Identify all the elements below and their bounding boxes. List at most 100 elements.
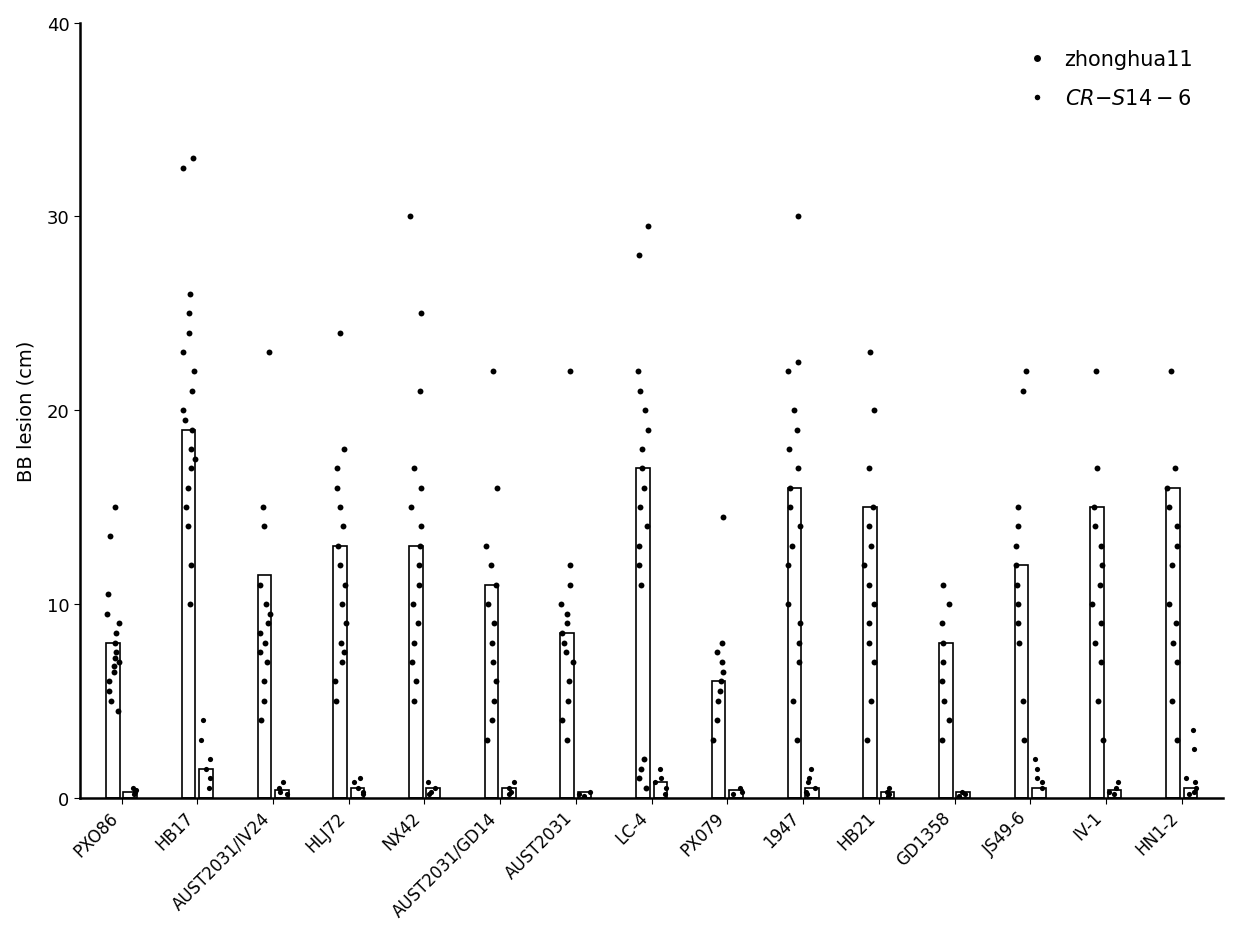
Bar <box>485 585 498 797</box>
Point <box>1008 519 1028 534</box>
Point <box>782 694 802 709</box>
Point <box>1017 364 1037 379</box>
Point <box>858 461 878 476</box>
Point <box>627 364 647 379</box>
Point <box>405 674 425 689</box>
Point <box>1184 784 1204 799</box>
Point <box>574 788 594 803</box>
Point <box>332 519 352 534</box>
Point <box>713 510 733 525</box>
Point <box>857 732 877 747</box>
Point <box>409 578 429 592</box>
Point <box>635 403 655 418</box>
Point <box>645 775 665 790</box>
Point <box>1184 742 1204 757</box>
Point <box>932 655 952 670</box>
Point <box>634 481 653 496</box>
Point <box>179 481 198 496</box>
Point <box>200 752 219 767</box>
Point <box>500 786 520 801</box>
Point <box>1162 694 1182 709</box>
Point <box>656 781 676 796</box>
Point <box>331 636 351 651</box>
Point <box>1159 500 1179 515</box>
Point <box>932 578 952 592</box>
Point <box>105 651 125 666</box>
Point <box>412 519 432 534</box>
Point <box>557 616 577 631</box>
Point <box>861 694 880 709</box>
Point <box>1083 597 1102 612</box>
Point <box>258 616 278 631</box>
Bar <box>1032 788 1045 797</box>
Point <box>1006 539 1025 554</box>
Point <box>184 364 203 379</box>
Point <box>99 684 119 699</box>
Bar <box>107 643 120 797</box>
Bar <box>578 792 591 797</box>
Point <box>632 442 652 457</box>
Point <box>787 461 807 476</box>
Point <box>425 781 445 796</box>
Point <box>1157 481 1177 496</box>
Point <box>476 539 496 554</box>
Point <box>635 752 655 767</box>
Point <box>703 732 723 747</box>
Point <box>1179 786 1199 801</box>
Point <box>350 771 370 786</box>
Point <box>1185 775 1205 790</box>
Point <box>1092 732 1112 747</box>
Bar <box>258 576 272 797</box>
Point <box>879 786 899 801</box>
Point <box>410 384 430 399</box>
Bar <box>560 634 574 797</box>
Point <box>273 775 293 790</box>
Point <box>858 636 878 651</box>
Point <box>498 781 518 796</box>
Point <box>105 636 125 651</box>
Point <box>348 781 368 796</box>
Point <box>1161 364 1180 379</box>
Point <box>181 597 201 612</box>
Point <box>257 655 277 670</box>
Point <box>935 694 955 709</box>
Point <box>479 597 498 612</box>
Point <box>484 364 503 379</box>
Point <box>182 384 202 399</box>
Point <box>629 771 649 786</box>
Point <box>192 713 212 728</box>
Point <box>580 784 600 799</box>
Point <box>784 403 804 418</box>
Point <box>1027 771 1047 786</box>
Point <box>707 713 727 728</box>
Point <box>179 519 198 534</box>
Point <box>787 732 807 747</box>
Point <box>1006 558 1025 573</box>
Point <box>327 481 347 496</box>
Point <box>254 519 274 534</box>
Point <box>629 539 649 554</box>
Point <box>1107 775 1127 790</box>
Point <box>1163 636 1183 651</box>
Point <box>330 500 350 515</box>
Point <box>326 674 346 689</box>
Point <box>1008 616 1028 631</box>
Point <box>1166 616 1185 631</box>
Point <box>97 607 117 622</box>
Point <box>1087 461 1107 476</box>
Point <box>858 578 878 592</box>
Point <box>1008 500 1028 515</box>
Point <box>559 578 579 592</box>
Point <box>270 784 290 799</box>
Point <box>482 713 502 728</box>
Point <box>558 694 578 709</box>
Point <box>780 481 800 496</box>
Bar <box>880 792 894 797</box>
Point <box>484 616 503 631</box>
Point <box>1167 519 1187 534</box>
Point <box>109 616 129 631</box>
Point <box>181 558 201 573</box>
Bar <box>939 643 952 797</box>
Point <box>632 461 652 476</box>
Point <box>569 786 589 801</box>
